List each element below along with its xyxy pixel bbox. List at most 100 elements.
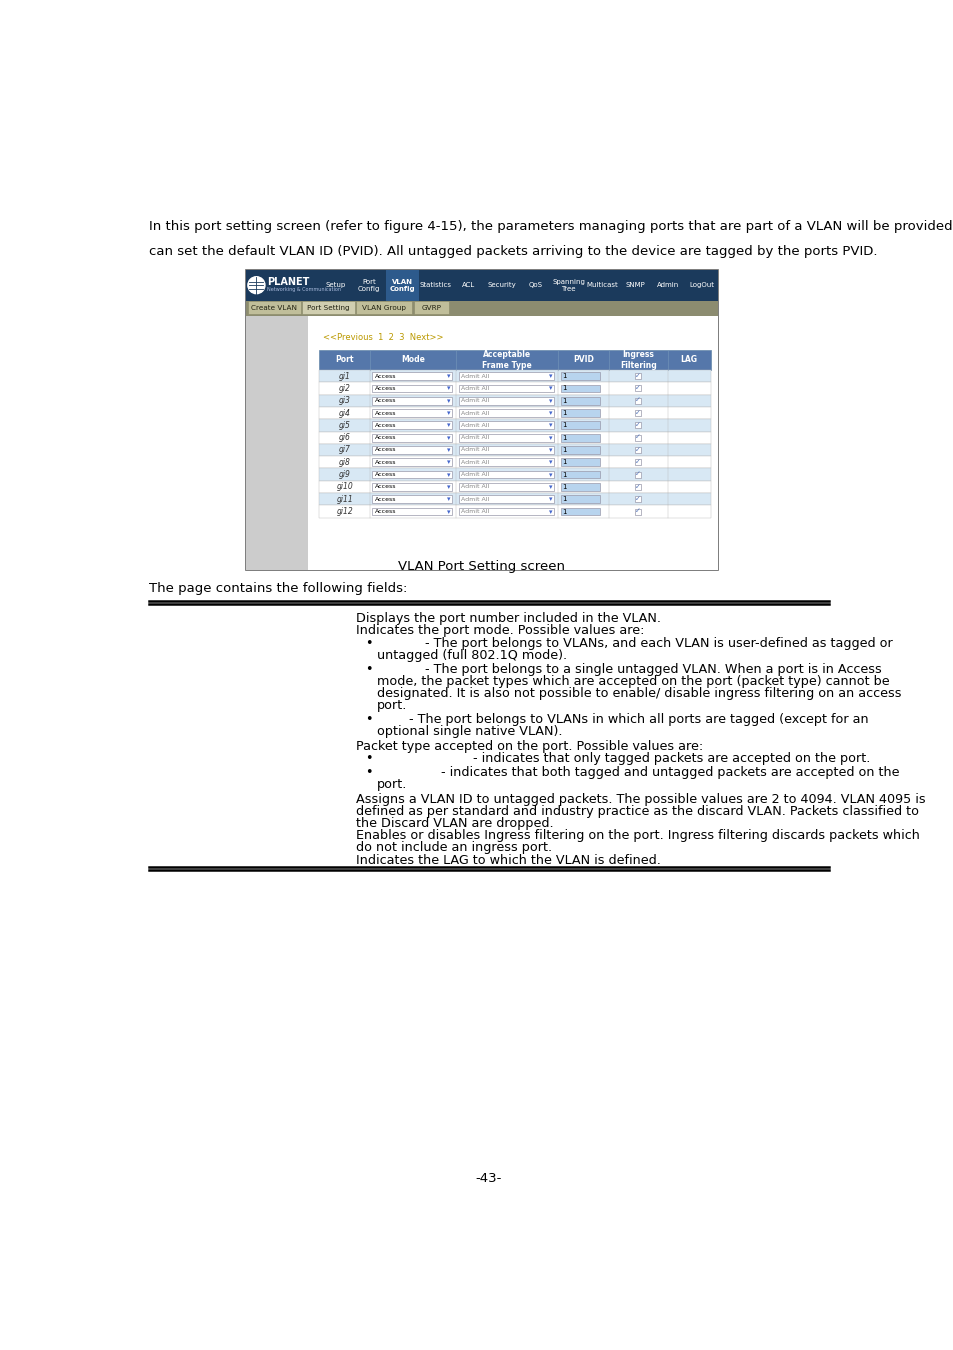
Text: 1: 1 <box>562 459 566 466</box>
Text: gi6: gi6 <box>338 433 350 443</box>
Text: ▾: ▾ <box>548 385 552 391</box>
Text: Networking & Communication: Networking & Communication <box>267 286 341 292</box>
Bar <box>635 373 640 379</box>
Text: Create VLAN: Create VLAN <box>251 305 297 310</box>
Text: - indicates that only tagged packets are accepted on the port.: - indicates that only tagged packets are… <box>377 752 870 765</box>
Text: port.: port. <box>377 779 407 791</box>
Bar <box>635 410 640 416</box>
Text: 1: 1 <box>562 447 566 454</box>
Bar <box>372 495 452 504</box>
Text: Access: Access <box>375 460 395 464</box>
Text: ✓: ✓ <box>635 508 640 514</box>
Bar <box>635 447 640 454</box>
Bar <box>560 385 598 393</box>
Bar <box>635 435 640 440</box>
Bar <box>372 471 452 478</box>
Bar <box>560 373 598 379</box>
Text: gi10: gi10 <box>335 482 353 491</box>
Text: defined as per standard and industry practice as the discard VLAN. Packets class: defined as per standard and industry pra… <box>355 805 918 818</box>
Bar <box>635 509 640 514</box>
Text: Security: Security <box>487 282 516 288</box>
Bar <box>560 459 598 466</box>
Bar <box>319 493 710 505</box>
Bar <box>635 398 640 404</box>
Text: - The port belongs to VLANs, and each VLAN is user-defined as tagged or: - The port belongs to VLANs, and each VL… <box>377 637 892 651</box>
Bar <box>560 446 598 454</box>
Text: Admit All: Admit All <box>460 398 489 404</box>
Text: gi5: gi5 <box>338 421 350 429</box>
Bar <box>245 301 718 316</box>
Bar <box>635 423 640 428</box>
Text: Access: Access <box>375 497 395 502</box>
Text: Admit All: Admit All <box>460 497 489 502</box>
Text: VLAN
Config: VLAN Config <box>389 278 415 292</box>
Text: ▾: ▾ <box>548 459 552 466</box>
Text: ACL: ACL <box>462 282 475 288</box>
Bar <box>560 483 598 491</box>
Text: ▾: ▾ <box>548 483 552 490</box>
Text: gi11: gi11 <box>335 494 353 504</box>
Bar <box>635 459 640 466</box>
Text: gi3: gi3 <box>338 396 350 405</box>
Text: port.: port. <box>377 699 407 711</box>
Text: gi2: gi2 <box>338 383 350 393</box>
Text: •: • <box>365 713 372 726</box>
Text: Indicates the LAG to which the VLAN is defined.: Indicates the LAG to which the VLAN is d… <box>355 853 659 867</box>
Text: 1: 1 <box>562 385 566 391</box>
Text: Setup: Setup <box>325 282 346 288</box>
Bar <box>385 270 418 301</box>
Text: - The port belongs to a single untagged VLAN. When a port is in Access: - The port belongs to a single untagged … <box>377 663 882 676</box>
Bar <box>458 495 554 504</box>
Bar <box>458 409 554 417</box>
Text: Indicates the port mode. Possible values are:: Indicates the port mode. Possible values… <box>355 625 643 637</box>
Text: ✓: ✓ <box>635 459 640 464</box>
Bar <box>245 270 718 301</box>
Text: •: • <box>365 767 372 779</box>
Text: ▾: ▾ <box>548 509 552 514</box>
Text: Admit All: Admit All <box>460 435 489 440</box>
Text: ▾: ▾ <box>446 459 450 466</box>
Bar <box>372 433 452 441</box>
Bar <box>372 446 452 454</box>
Text: ▾: ▾ <box>548 398 552 404</box>
Text: do not include an ingress port.: do not include an ingress port. <box>355 841 551 855</box>
Bar <box>307 316 718 570</box>
Text: ▾: ▾ <box>548 435 552 440</box>
Text: Mode: Mode <box>401 355 425 364</box>
Text: 1: 1 <box>562 483 566 490</box>
Bar <box>248 301 300 315</box>
Text: ▾: ▾ <box>548 497 552 502</box>
Bar <box>319 406 710 420</box>
Text: Packet type accepted on the port. Possible values are:: Packet type accepted on the port. Possib… <box>355 740 702 752</box>
Bar <box>319 432 710 444</box>
Text: Port: Port <box>335 355 354 364</box>
Bar <box>319 370 710 382</box>
Text: •: • <box>365 663 372 676</box>
Text: Acceptable
Frame Type: Acceptable Frame Type <box>481 350 532 370</box>
Bar <box>560 409 598 417</box>
Text: PLANET: PLANET <box>267 277 310 288</box>
Bar <box>458 385 554 393</box>
Text: untagged (full 802.1Q mode).: untagged (full 802.1Q mode). <box>377 649 567 662</box>
Text: ▾: ▾ <box>548 423 552 428</box>
Text: Admit All: Admit All <box>460 509 489 514</box>
Text: ✓: ✓ <box>635 397 640 404</box>
Bar <box>245 270 718 570</box>
Text: Admin: Admin <box>657 282 679 288</box>
Bar <box>372 385 452 393</box>
Bar <box>319 350 710 370</box>
Bar <box>458 446 554 454</box>
Text: <<Previous  1  2  3  Next>>: <<Previous 1 2 3 Next>> <box>323 333 443 342</box>
Text: •: • <box>365 637 372 651</box>
Circle shape <box>248 277 265 294</box>
Text: Access: Access <box>375 509 395 514</box>
Text: ▾: ▾ <box>446 398 450 404</box>
Bar <box>356 301 412 315</box>
Text: gi4: gi4 <box>338 409 350 417</box>
Text: 1: 1 <box>562 373 566 379</box>
Bar <box>635 471 640 478</box>
Bar <box>635 385 640 391</box>
Bar <box>372 421 452 429</box>
Text: ▾: ▾ <box>548 447 552 454</box>
Text: Admit All: Admit All <box>460 447 489 452</box>
